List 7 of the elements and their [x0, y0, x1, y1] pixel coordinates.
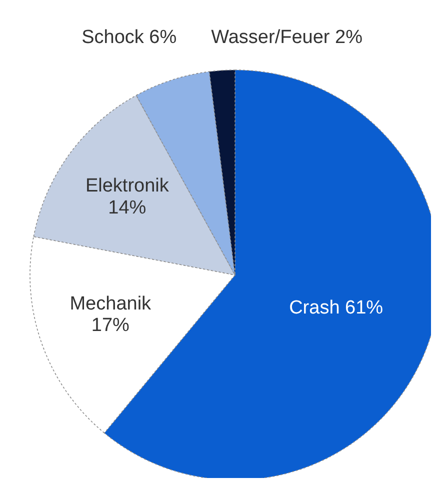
slice-label: Elektronik: [85, 175, 170, 196]
data-label: 14%: [108, 197, 146, 218]
slice-label: Crash 61%: [289, 298, 384, 319]
slice-label: Wasser/Feuer 2%: [211, 27, 363, 48]
slice-label: Mechanik: [70, 293, 152, 314]
slice-label: Schock 6%: [82, 27, 177, 48]
data-label: 17%: [91, 315, 130, 336]
